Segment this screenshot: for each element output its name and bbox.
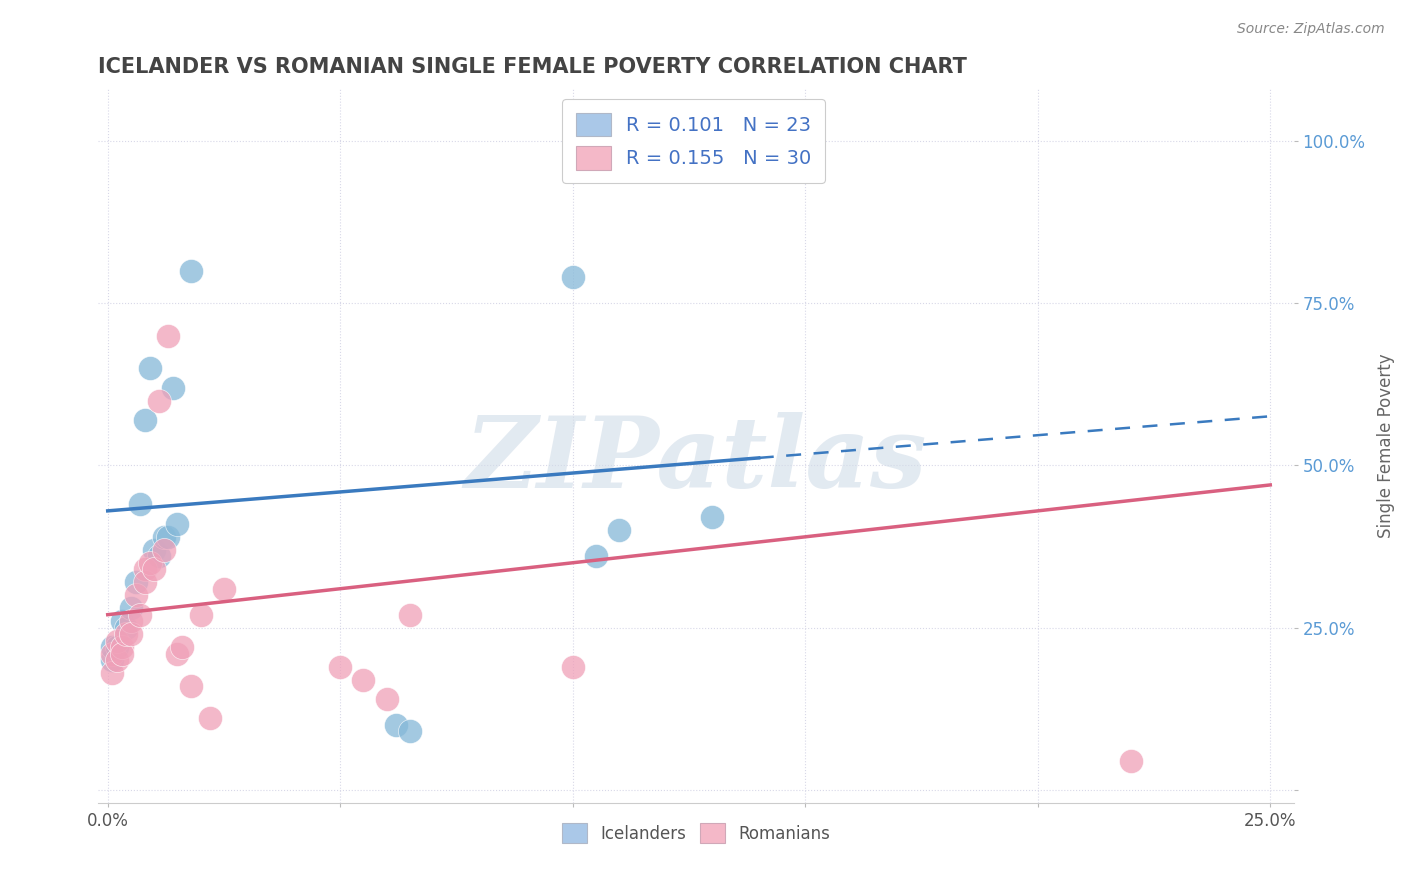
Point — [166, 516, 188, 531]
Point — [101, 647, 124, 661]
Point — [124, 575, 146, 590]
Point — [101, 653, 124, 667]
Point — [129, 497, 152, 511]
Point — [101, 640, 124, 654]
Legend: Icelanders, Romanians: Icelanders, Romanians — [554, 814, 838, 852]
Point — [129, 607, 152, 622]
Point — [375, 692, 398, 706]
Point — [212, 582, 235, 596]
Point — [702, 510, 724, 524]
Point — [124, 588, 146, 602]
Point — [120, 601, 142, 615]
Point — [172, 640, 194, 654]
Point — [143, 562, 166, 576]
Text: ICELANDER VS ROMANIAN SINGLE FEMALE POVERTY CORRELATION CHART: ICELANDER VS ROMANIAN SINGLE FEMALE POVE… — [98, 56, 967, 77]
Text: Source: ZipAtlas.com: Source: ZipAtlas.com — [1237, 22, 1385, 37]
Point — [105, 653, 128, 667]
Point — [1119, 754, 1142, 768]
Point — [101, 666, 124, 681]
Point — [585, 549, 607, 564]
Point — [152, 542, 174, 557]
Point — [105, 640, 128, 654]
Point — [115, 627, 138, 641]
Point — [157, 328, 180, 343]
Point — [180, 264, 202, 278]
Point — [134, 562, 156, 576]
Point — [166, 647, 188, 661]
Point — [385, 718, 408, 732]
Point — [111, 640, 134, 654]
Point — [148, 393, 170, 408]
Text: ZIPatlas: ZIPatlas — [465, 412, 927, 508]
Point — [138, 361, 160, 376]
Point — [399, 607, 422, 622]
Point — [111, 647, 134, 661]
Point — [607, 524, 630, 538]
Point — [105, 633, 128, 648]
Point — [198, 711, 221, 725]
Point — [120, 627, 142, 641]
Point — [190, 607, 212, 622]
Point — [134, 413, 156, 427]
Point — [111, 614, 134, 628]
Point — [353, 673, 375, 687]
Point — [157, 530, 180, 544]
Point — [561, 659, 583, 673]
Point — [561, 270, 583, 285]
Point — [148, 549, 170, 564]
Point — [329, 659, 352, 673]
Point — [162, 381, 184, 395]
Point — [399, 724, 422, 739]
Point — [115, 621, 138, 635]
Point — [134, 575, 156, 590]
Point — [180, 679, 202, 693]
Y-axis label: Single Female Poverty: Single Female Poverty — [1376, 354, 1395, 538]
Point — [120, 614, 142, 628]
Point — [138, 556, 160, 570]
Point — [152, 530, 174, 544]
Point — [143, 542, 166, 557]
